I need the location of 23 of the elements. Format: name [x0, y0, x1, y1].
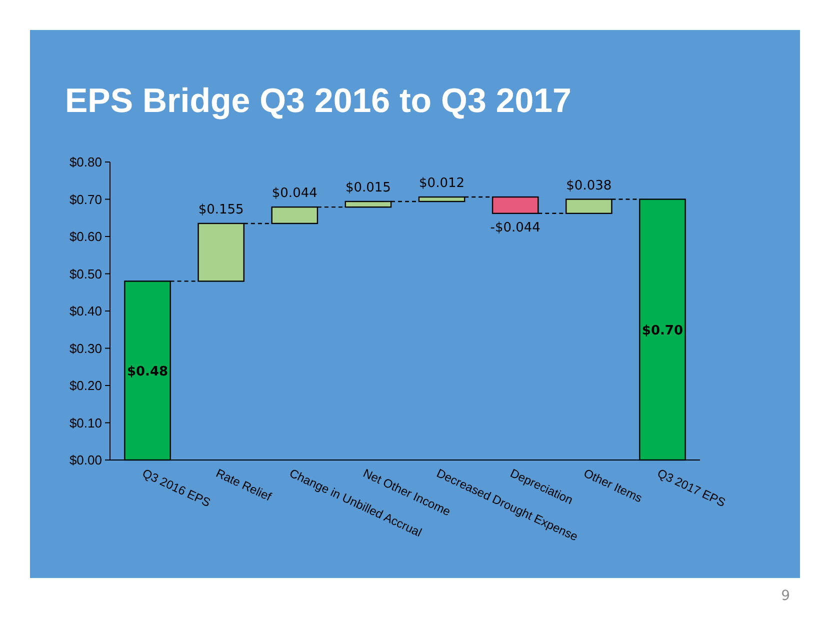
- x-tick-label: Q3 2017 EPS: [655, 466, 728, 510]
- data-label: $0.70: [642, 324, 684, 339]
- chart-title: EPS Bridge Q3 2016 to Q3 2017: [65, 82, 572, 120]
- y-tick-label: $0.80: [69, 154, 102, 170]
- y-tick-label: $0.50: [69, 266, 102, 282]
- y-tick-label: $0.70: [69, 192, 102, 207]
- y-tick-label: $0.00: [69, 452, 102, 468]
- data-label: $0.155: [198, 202, 244, 218]
- text: 9: [781, 588, 790, 604]
- data-label: $0.038: [566, 178, 612, 194]
- data-label: $0.015: [345, 180, 391, 196]
- y-tick-label: $0.40: [69, 304, 102, 318]
- data-label: $0.012: [419, 176, 465, 192]
- x-tick-label: Other Items: [582, 466, 644, 506]
- data-label: $0.044: [272, 186, 318, 202]
- x-tick-label: Rate Relief: [214, 466, 274, 504]
- data-label: -$0.044: [490, 220, 540, 236]
- y-tick-label: $0.10: [69, 415, 102, 430]
- x-tick-label: Q3 2016 EPS: [140, 466, 213, 510]
- data-label: $0.48: [126, 364, 168, 380]
- y-tick-label: $0.30: [69, 340, 102, 356]
- y-tick-label: $0.20: [69, 378, 102, 393]
- y-tick-label: $0.60: [69, 229, 102, 244]
